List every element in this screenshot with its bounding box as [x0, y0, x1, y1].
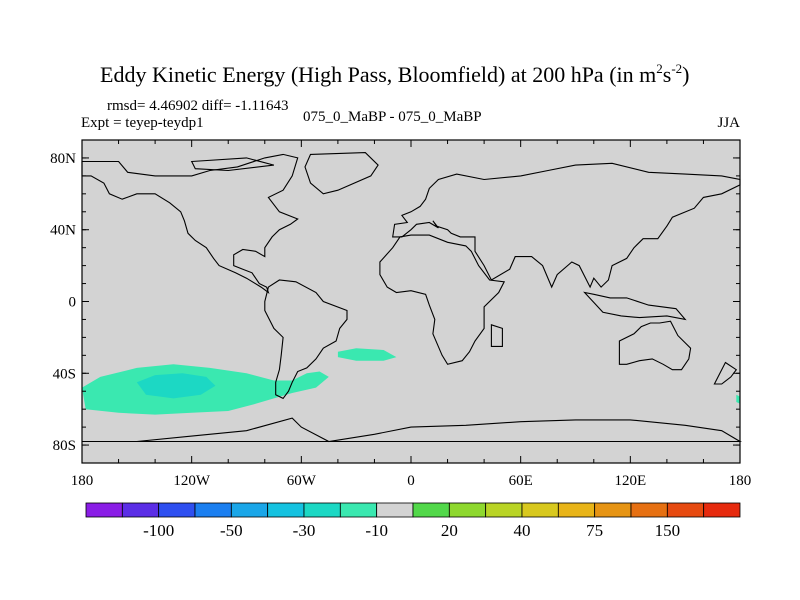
coastline-antarctica — [82, 417, 743, 443]
colorbar-swatch — [121, 502, 160, 518]
lat-tick-label: 40N — [50, 223, 76, 239]
colorbar-swatch — [303, 502, 341, 518]
coastline-north-america — [81, 153, 299, 294]
lon-tick-label: 60W — [287, 473, 317, 489]
map-panel: 80N 40N 0 40S 80S 180 120W 60W 0 60E 120E 180 — [50, 139, 752, 489]
coastline-south-america — [264, 279, 348, 400]
center-label: 075_0_MaBP - 075_0_MaBP — [303, 109, 482, 125]
coastline-africa-eurasia — [379, 234, 506, 365]
lat-tick-label: 0 — [69, 295, 77, 311]
colorbar-label: 40 — [514, 521, 531, 540]
coastline-greenland — [304, 152, 379, 195]
expt-label: Expt = teyep-teydp1 — [81, 115, 204, 131]
lon-tick-label: 0 — [407, 473, 415, 489]
colorbar-swatch — [376, 502, 414, 518]
stats-line: rmsd= 4.46902 diff= -1.11643 — [107, 98, 289, 114]
colorbar-swatch — [630, 502, 668, 518]
season-label: JJA — [717, 115, 740, 131]
lat-tick-label: 80N — [50, 151, 76, 167]
colorbar-swatch — [594, 502, 632, 518]
colorbar-label: 150 — [655, 521, 681, 540]
colorbar-swatch — [557, 502, 596, 518]
colorbar-swatch — [194, 502, 232, 518]
colorbar-swatch — [412, 502, 450, 518]
coastline-australia — [618, 320, 692, 371]
south-pacific-core — [136, 373, 216, 399]
coastline-new-zealand — [713, 361, 738, 385]
colorbar-swatch — [267, 502, 305, 518]
colorbar-swatch — [485, 502, 523, 518]
indian-east-anomaly — [736, 394, 740, 404]
lon-tick-label: 120E — [614, 473, 646, 489]
colorbar-swatch — [230, 502, 269, 518]
colorbar-label: -50 — [220, 521, 243, 540]
coastline-indonesia — [583, 291, 687, 321]
colorbar-swatch — [703, 502, 741, 518]
lat-tick-label: 80S — [53, 438, 76, 454]
coastline-layer — [81, 152, 743, 443]
coastline-arctic-islands — [190, 157, 275, 172]
lon-tick-label: 180 — [729, 473, 752, 489]
lat-tick-label: 40S — [53, 366, 76, 382]
anomaly-layer — [82, 348, 740, 415]
coastline-eurasia — [392, 162, 741, 289]
south-atlantic-anomaly — [337, 348, 397, 361]
lon-tick-label: 60E — [509, 473, 533, 489]
colorbar-swatch — [339, 502, 378, 518]
chart-title: Eddy Kinetic Energy (High Pass, Bloomfie… — [100, 61, 689, 87]
colorbar-swatch — [85, 502, 123, 518]
map-background — [82, 140, 740, 463]
colorbar-label: 20 — [441, 521, 458, 540]
colorbar-swatch — [666, 502, 705, 518]
longitude-axis: 180 120W 60W 0 60E 120E 180 — [71, 140, 752, 489]
colorbar-label: -30 — [293, 521, 316, 540]
colorbar-label: 75 — [586, 521, 603, 540]
lon-tick-label: 120W — [173, 473, 211, 489]
coastline-madagascar — [490, 324, 503, 347]
colorbar-swatch — [521, 502, 559, 518]
colorbar-label: -10 — [365, 521, 388, 540]
latitude-axis: 80N 40N 0 40S 80S — [50, 151, 740, 454]
colorbar-swatch — [448, 502, 487, 518]
colorbar-swatch — [158, 502, 196, 518]
colorbar-label: -100 — [143, 521, 174, 540]
colorbar: -100 -50 -30 -10 20 40 75 150 — [85, 502, 741, 540]
lon-tick-label: 180 — [71, 473, 94, 489]
